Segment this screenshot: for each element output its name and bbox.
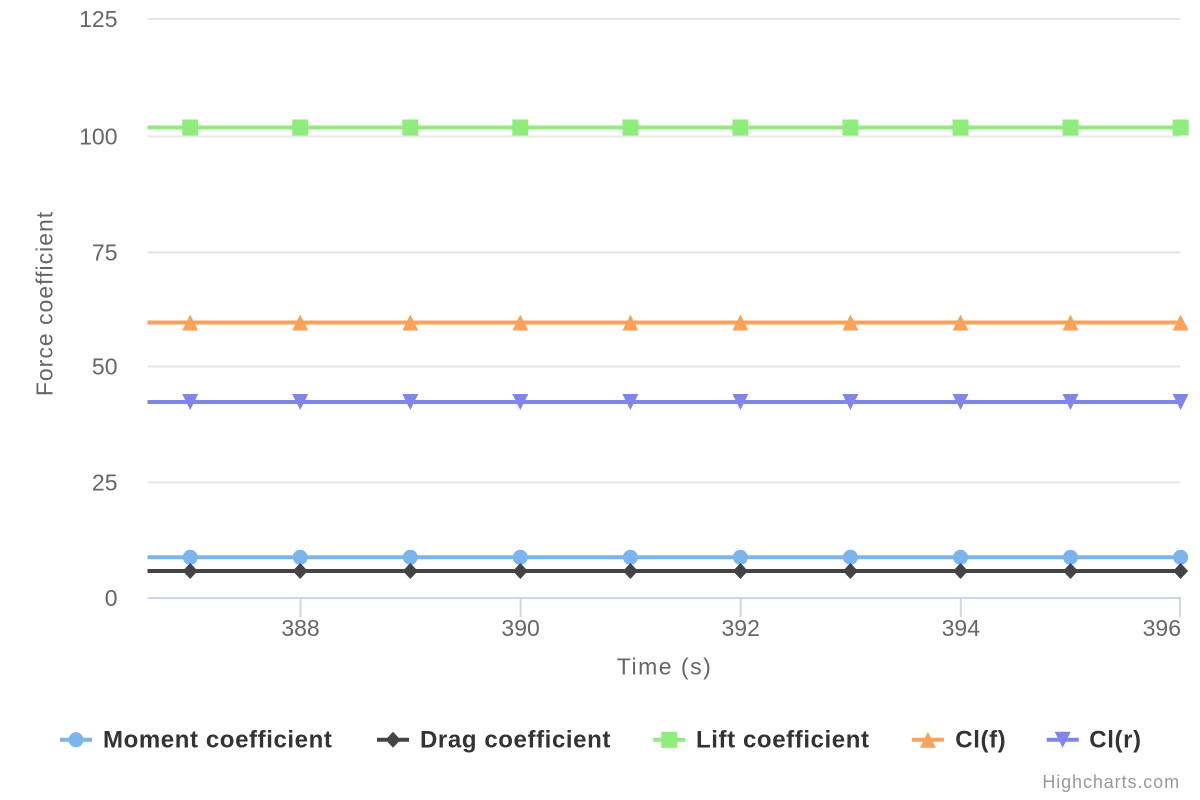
svg-text:100: 100 [79, 124, 117, 150]
svg-text:396: 396 [1143, 615, 1181, 641]
svg-text:Force coefficient: Force coefficient [32, 211, 58, 396]
svg-text:50: 50 [92, 354, 118, 380]
svg-text:388: 388 [281, 615, 319, 641]
svg-text:394: 394 [942, 615, 981, 641]
svg-text:Drag coefficient: Drag coefficient [420, 727, 611, 754]
svg-text:Time (s): Time (s) [617, 654, 712, 680]
svg-text:125: 125 [79, 6, 117, 32]
svg-text:25: 25 [92, 470, 118, 496]
svg-text:Moment coefficient: Moment coefficient [103, 727, 332, 754]
svg-text:0: 0 [105, 585, 118, 611]
svg-text:390: 390 [501, 615, 539, 641]
svg-text:Cl(r): Cl(r) [1089, 727, 1141, 754]
svg-text:75: 75 [92, 240, 118, 266]
svg-text:Cl(f): Cl(f) [955, 727, 1006, 754]
svg-text:Highcharts.com: Highcharts.com [1042, 772, 1180, 792]
svg-text:392: 392 [722, 615, 760, 641]
svg-text:Lift coefficient: Lift coefficient [696, 727, 870, 754]
